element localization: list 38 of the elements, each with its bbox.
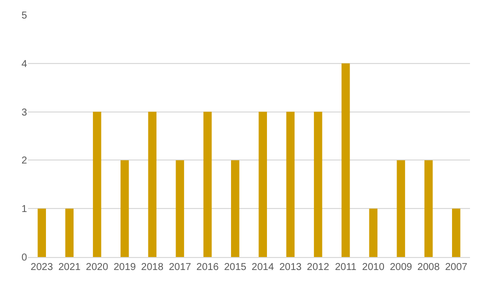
bar — [176, 160, 184, 257]
x-tick-label: 2023 — [30, 262, 54, 273]
y-tick-label: 0 — [21, 252, 28, 264]
y-tick-label: 4 — [21, 58, 28, 70]
y-tick-label: 2 — [21, 156, 28, 167]
x-tick-label: 2012 — [306, 262, 330, 273]
y-tick-label: 1 — [21, 204, 28, 216]
x-tick-label: 2013 — [279, 262, 302, 273]
x-tick-label: 2016 — [196, 262, 220, 273]
x-tick-label: 2009 — [390, 262, 412, 273]
bar — [120, 160, 129, 257]
bar — [314, 112, 322, 257]
x-tick-label: 2011 — [334, 262, 357, 273]
bar — [396, 160, 406, 257]
x-tick-label: 2010 — [362, 262, 385, 273]
bar — [258, 112, 267, 257]
bar — [286, 112, 295, 257]
x-tick-label: 2014 — [252, 262, 274, 273]
bar — [148, 112, 156, 257]
x-tick-label: 2017 — [168, 262, 192, 273]
x-tick-label: 2019 — [114, 262, 136, 273]
bar — [92, 112, 102, 257]
y-tick-label: 3 — [21, 107, 28, 118]
y-tick-label: 5 — [21, 10, 28, 22]
x-tick-label: 2020 — [86, 262, 109, 273]
bar — [38, 208, 46, 257]
bar — [231, 160, 240, 257]
x-tick-label: 2007 — [445, 262, 468, 273]
bar — [203, 112, 212, 257]
x-tick-label: 2021 — [58, 262, 81, 273]
bar — [452, 208, 460, 257]
x-tick-label: 2008 — [417, 262, 440, 273]
bar — [342, 63, 350, 257]
x-tick-label: 2018 — [141, 262, 164, 273]
bar — [65, 208, 74, 257]
bar — [369, 208, 378, 257]
x-tick-label: 2015 — [224, 262, 247, 273]
bar — [424, 160, 433, 257]
